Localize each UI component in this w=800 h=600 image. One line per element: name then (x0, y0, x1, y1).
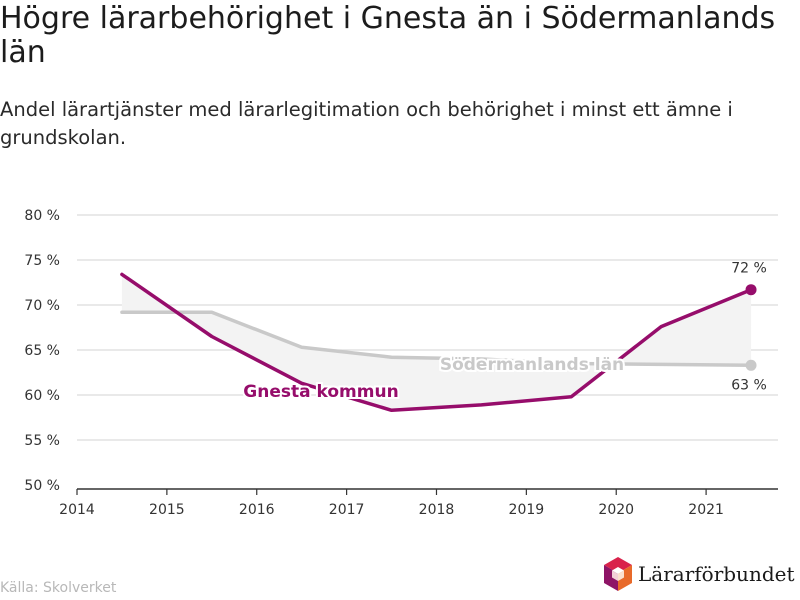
x-tick-label: 2014 (59, 502, 95, 518)
chart-subtitle: Andel lärartjänster med lärarlegitimatio… (0, 98, 733, 149)
end-label-sodermanland: 63 % (731, 377, 767, 393)
y-axis: 80 % 75 % 70 % 65 % 60 % 55 % 50 % (24, 208, 60, 494)
y-tick-label: 65 % (24, 343, 60, 359)
x-tick-label: 2016 (239, 502, 275, 518)
x-tick-label: 2017 (329, 502, 365, 518)
hexagon-cube-icon (604, 557, 632, 591)
series-line-gnesta (120, 272, 753, 413)
difference-fill (121, 274, 752, 411)
end-point-sodermanland (745, 359, 757, 371)
source-note: Källa: Skolverket (0, 580, 117, 596)
end-point-gnesta (745, 284, 757, 296)
y-tick-label: 60 % (24, 388, 60, 404)
series-label-gnesta: Gnesta kommun (243, 382, 398, 402)
difference-area (121, 274, 752, 411)
y-tick-label: 75 % (24, 253, 60, 269)
x-tick-label: 2015 (149, 502, 185, 518)
x-tick-label: 2020 (598, 502, 634, 518)
x-axis: 2014 2015 2016 2017 2018 2019 2020 2021 (59, 488, 778, 518)
series-labels: 63 % 72 % Södermanlands län Gnesta kommun (241, 261, 767, 404)
y-tick-label: 70 % (24, 298, 60, 314)
end-label-gnesta: 72 % (731, 261, 767, 277)
x-tick-label: 2021 (688, 502, 724, 518)
series-lines (120, 272, 757, 413)
y-tick-label: 80 % (24, 208, 60, 224)
series-line-sodermanland (120, 310, 753, 368)
logo-text: Lärarförbundet (638, 562, 795, 586)
series-label-sodermanland: Södermanlands län (440, 355, 624, 375)
y-tick-label: 50 % (24, 478, 60, 494)
chart-title: Högre lärarbehörighet i Gnesta än i Söde… (0, 1, 776, 70)
x-tick-label: 2018 (419, 502, 455, 518)
y-tick-label: 55 % (24, 433, 60, 449)
x-tick-label: 2019 (509, 502, 545, 518)
